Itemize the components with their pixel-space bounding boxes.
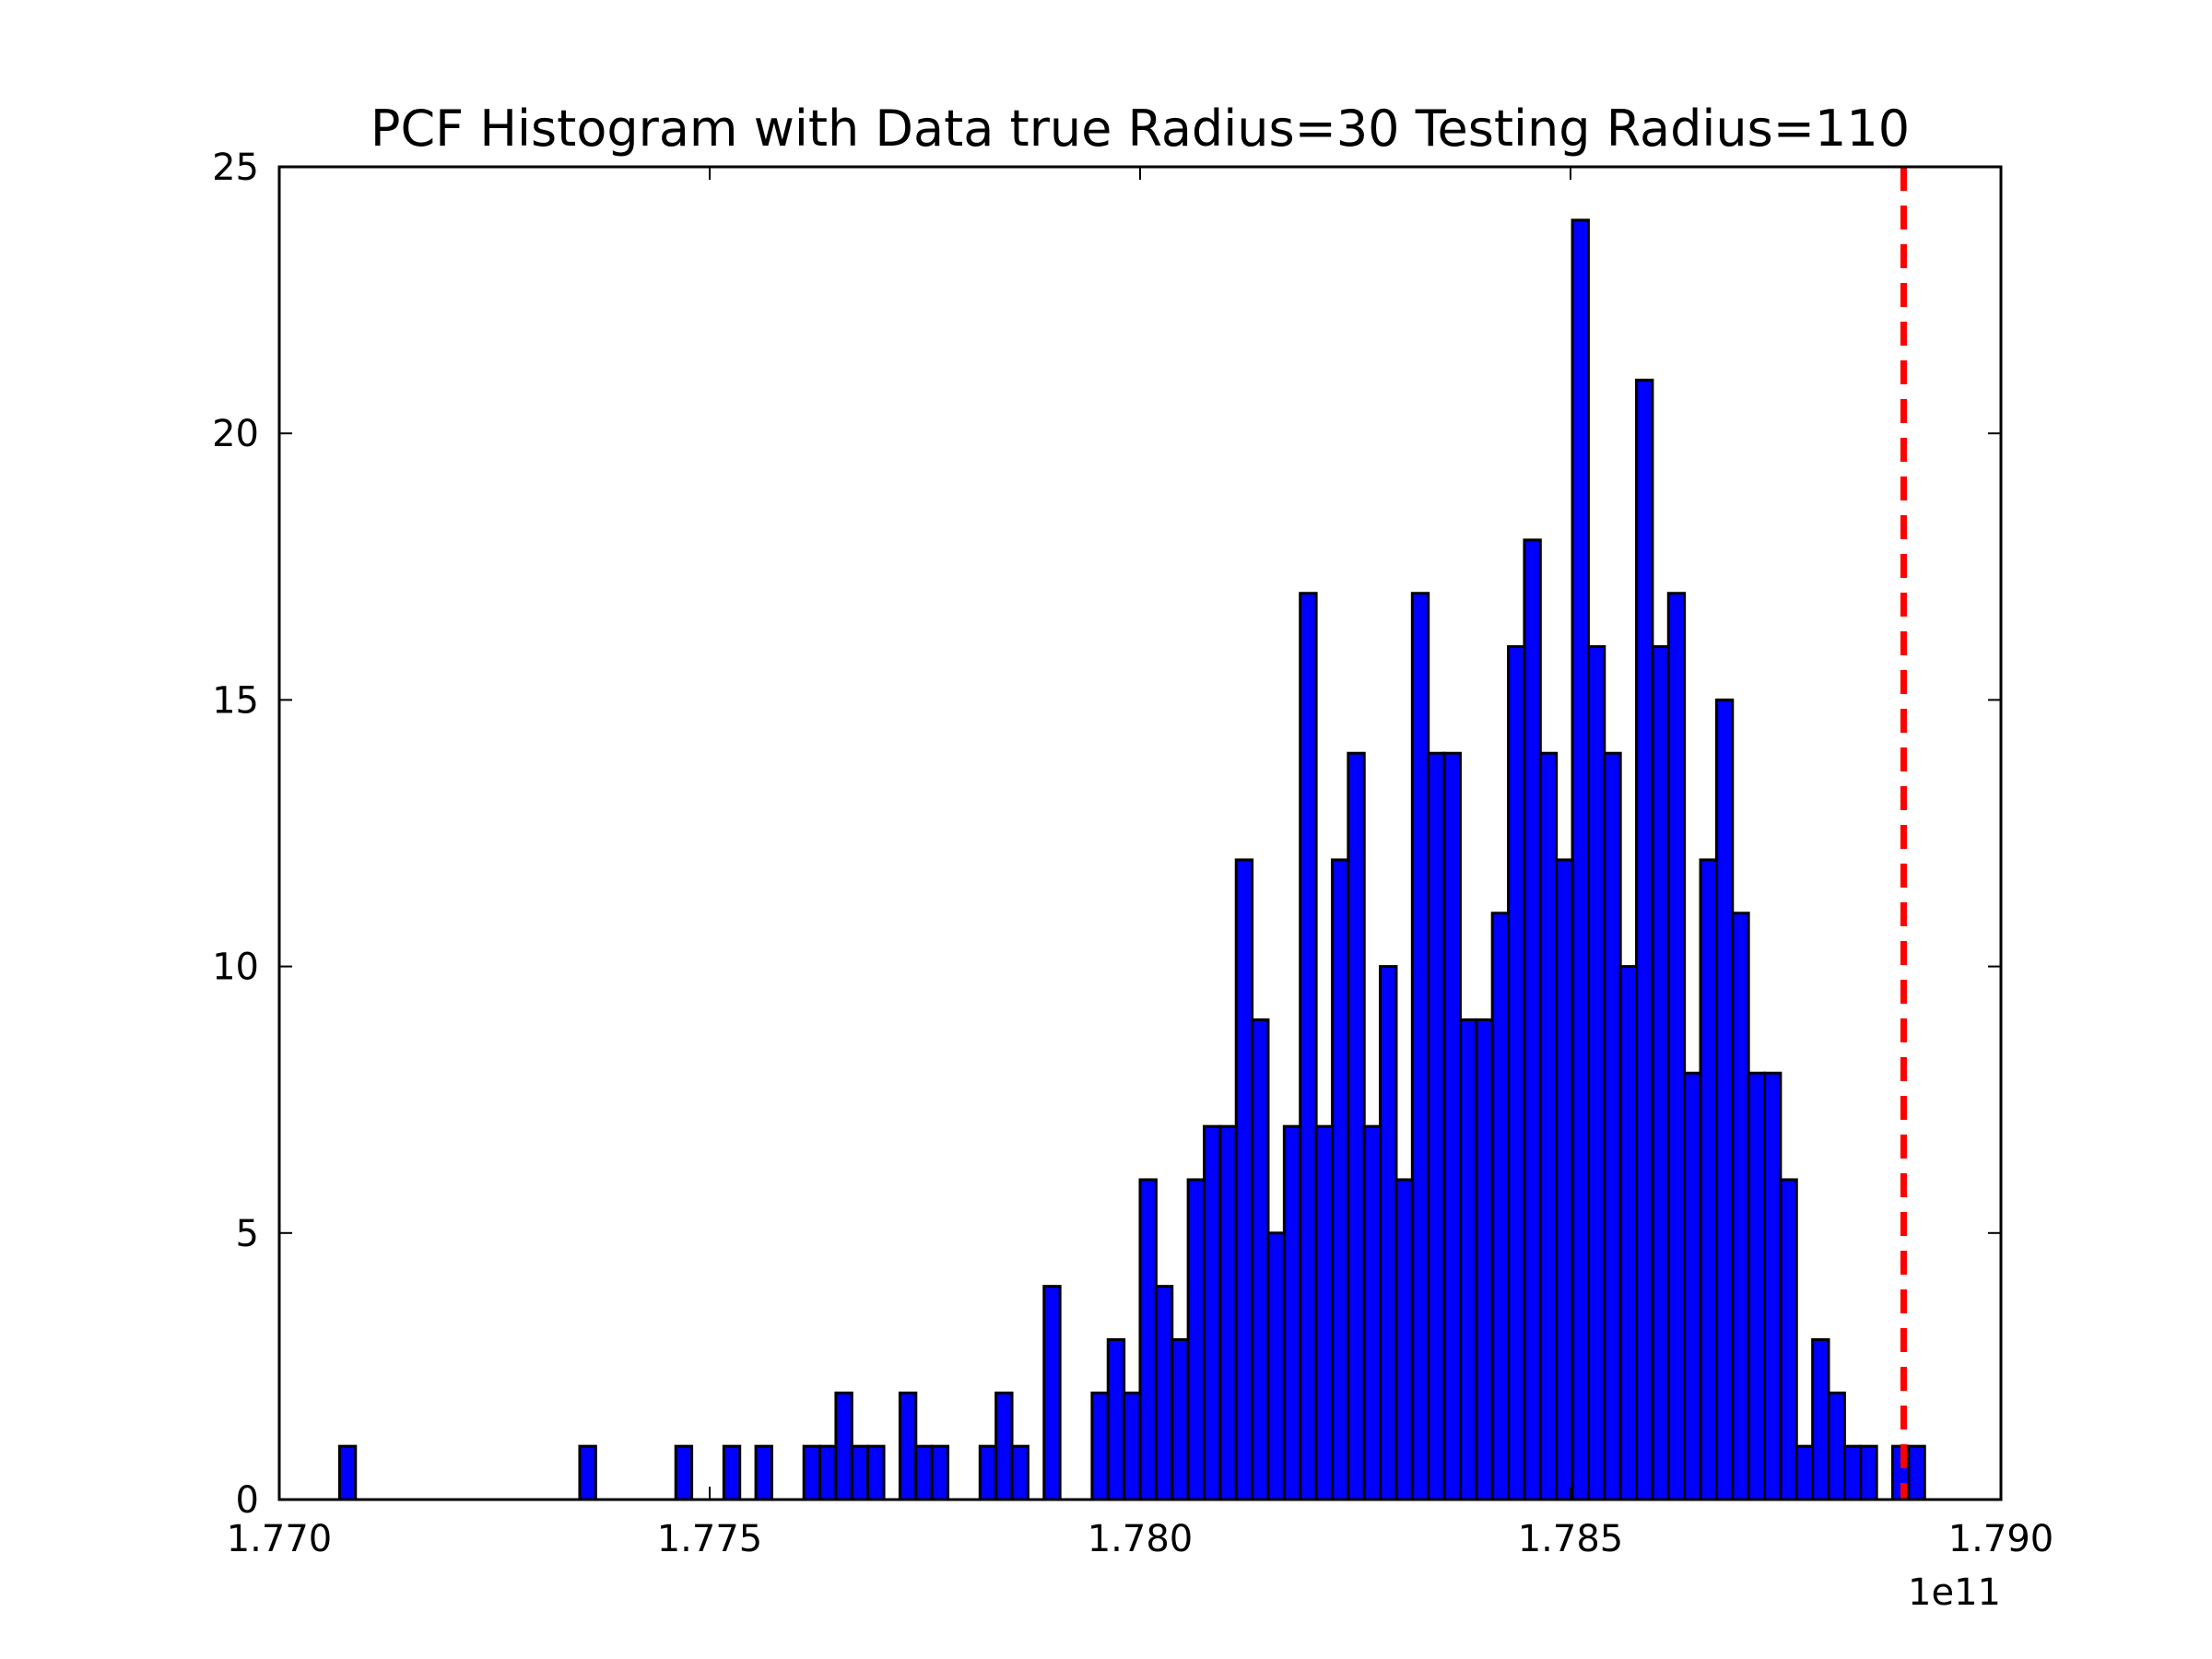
histogram-bar (930, 1444, 950, 1501)
histogram-bar (1779, 1178, 1798, 1501)
histogram-bar (1123, 1391, 1142, 1501)
histogram-bar (1394, 1178, 1414, 1501)
histogram-bar (1699, 858, 1718, 1501)
histogram-bar (1714, 698, 1735, 1501)
histogram-bar (1507, 645, 1526, 1501)
histogram-bar (1651, 645, 1670, 1501)
histogram-bar (1794, 1444, 1815, 1501)
plot-frame (277, 165, 2003, 1501)
histogram-bar (1347, 751, 1366, 1501)
histogram-bar (1635, 378, 1654, 1501)
histogram-bar (978, 1444, 998, 1501)
y-tick-label: 5 (236, 1213, 259, 1255)
histogram-bar (1458, 1018, 1478, 1501)
histogram-bar (1442, 751, 1462, 1501)
histogram-bar (898, 1391, 918, 1501)
histogram-bar (1811, 1337, 1830, 1501)
y-tick-label: 15 (212, 679, 259, 722)
y-tick-label: 10 (212, 947, 259, 989)
histogram-bar (1251, 1018, 1270, 1501)
histogram-bar (1090, 1391, 1110, 1501)
x-tick-label: 1.770 (227, 1518, 333, 1560)
histogram-bar (802, 1444, 822, 1501)
y-tick-label: 20 (212, 413, 259, 455)
histogram-bar (1859, 1444, 1878, 1501)
histogram-bar (818, 1444, 838, 1501)
histogram-bar (1010, 1444, 1030, 1501)
histogram-bar (1555, 858, 1574, 1501)
histogram-bar (1330, 858, 1350, 1501)
histogram-bar (1171, 1337, 1190, 1501)
histogram-bar (1218, 1124, 1238, 1501)
histogram-bar (1202, 1124, 1222, 1501)
x-tick-label: 1.780 (1088, 1518, 1194, 1560)
histogram-bar (1571, 218, 1590, 1501)
histogram-bar (1234, 858, 1254, 1501)
y-tick-label: 25 (212, 147, 259, 189)
histogram-bar (1106, 1337, 1126, 1501)
x-axis-offset-label: 1e11 (1908, 1571, 2001, 1614)
histogram-bar (834, 1391, 853, 1501)
histogram-bar (1490, 912, 1511, 1501)
histogram-bar (1842, 1444, 1863, 1501)
histogram-bar (722, 1444, 742, 1501)
histogram-bar (1523, 538, 1542, 1501)
histogram-bar (914, 1444, 934, 1501)
histogram-bar (1747, 1071, 1767, 1501)
histogram-bar (866, 1444, 886, 1501)
histogram-bar (1763, 1071, 1783, 1501)
histogram-bar (994, 1391, 1014, 1501)
histogram-bar (1042, 1285, 1062, 1501)
x-tick-label: 1.785 (1518, 1518, 1624, 1560)
histogram-bar (1186, 1178, 1206, 1501)
histogram-bar (1266, 1231, 1286, 1501)
histogram-bar (1138, 1178, 1158, 1501)
histogram-bar (1827, 1391, 1846, 1501)
histogram-bar (1410, 592, 1430, 1501)
histogram-bar (1538, 751, 1559, 1501)
histogram-bar (1282, 1124, 1302, 1501)
histogram-bar (1618, 965, 1639, 1501)
histogram-bar (337, 1444, 358, 1501)
histogram-bar (1907, 1444, 1926, 1501)
histogram-bar (1362, 1124, 1382, 1501)
histogram-bar (1666, 592, 1687, 1501)
histogram-bar (1427, 751, 1446, 1501)
histogram-bar (1731, 912, 1750, 1501)
histogram-bar (578, 1444, 597, 1501)
histogram-bar (1299, 592, 1318, 1501)
histogram-bar (1603, 751, 1622, 1501)
histogram-bar (754, 1444, 773, 1501)
histogram-bar (1586, 645, 1606, 1501)
histogram-bar (1475, 1018, 1494, 1501)
y-tick-label: 0 (236, 1479, 259, 1522)
x-tick-label: 1.775 (657, 1518, 763, 1560)
histogram-bar (1154, 1285, 1174, 1501)
histogram-bar (1683, 1071, 1702, 1501)
x-tick-label: 1.790 (1948, 1518, 2054, 1560)
histogram-bar (850, 1444, 870, 1501)
histogram-bar (1314, 1124, 1334, 1501)
histogram-bar (674, 1444, 694, 1501)
histogram-bar (1379, 965, 1398, 1501)
ticks-layer: 1.770 1.775 1.780 1.785 1.790 0 5 10 15 20 25 (212, 147, 2053, 1560)
chart-title: PCF Histogram with Data true Radius=30 T… (371, 100, 1910, 158)
